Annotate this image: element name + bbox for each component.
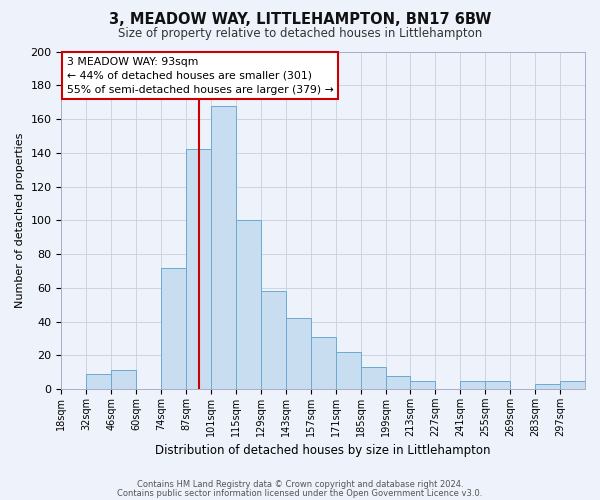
Bar [485,380,510,389]
Bar [410,380,436,389]
Text: 3, MEADOW WAY, LITTLEHAMPTON, BN17 6BW: 3, MEADOW WAY, LITTLEHAMPTON, BN17 6BW [109,12,491,28]
Bar [211,106,236,389]
Bar [560,380,585,389]
Bar [335,352,361,389]
Text: 3 MEADOW WAY: 93sqm
← 44% of detached houses are smaller (301)
55% of semi-detac: 3 MEADOW WAY: 93sqm ← 44% of detached ho… [67,56,334,94]
Bar [535,384,560,389]
Bar [460,380,485,389]
X-axis label: Distribution of detached houses by size in Littlehampton: Distribution of detached houses by size … [155,444,491,458]
Bar [236,220,261,389]
Bar [111,370,136,389]
Bar [361,367,386,389]
Bar [311,336,335,389]
Bar [261,291,286,389]
Text: Contains HM Land Registry data © Crown copyright and database right 2024.: Contains HM Land Registry data © Crown c… [137,480,463,489]
Bar [86,374,111,389]
Bar [386,376,410,389]
Y-axis label: Number of detached properties: Number of detached properties [15,132,25,308]
Bar [161,268,186,389]
Text: Contains public sector information licensed under the Open Government Licence v3: Contains public sector information licen… [118,488,482,498]
Bar [286,318,311,389]
Bar [186,150,211,389]
Text: Size of property relative to detached houses in Littlehampton: Size of property relative to detached ho… [118,28,482,40]
